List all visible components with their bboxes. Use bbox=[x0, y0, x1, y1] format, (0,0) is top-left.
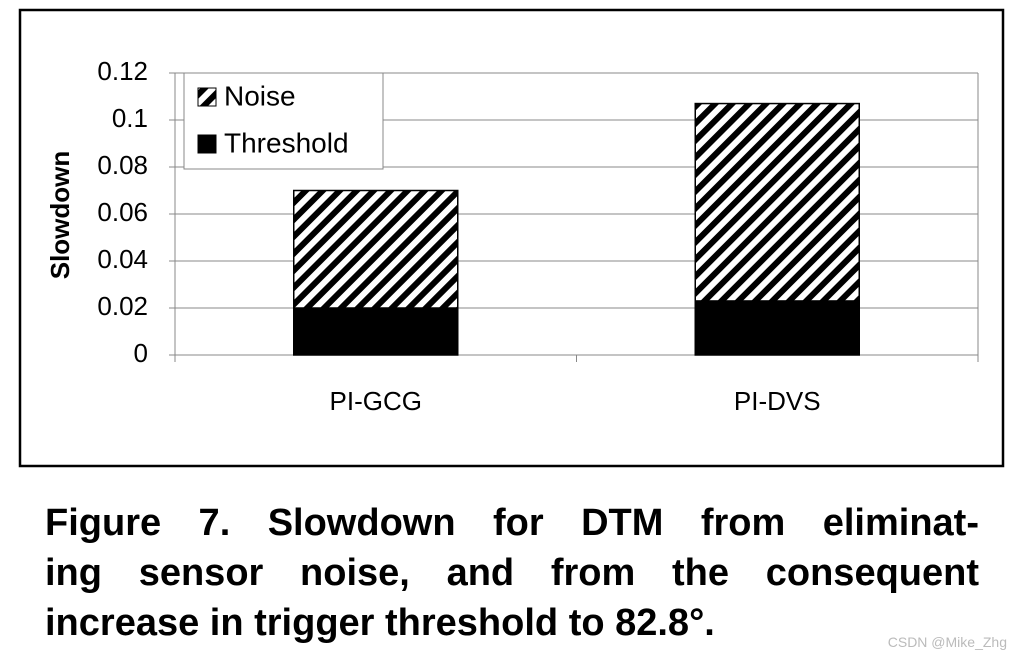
caption: Figure 7. Slowdown for DTM from eliminat… bbox=[45, 498, 979, 648]
legend-label: Threshold bbox=[224, 127, 349, 158]
legend-label: Noise bbox=[224, 80, 296, 111]
caption-line: ing sensor noise, and from the consequen… bbox=[45, 552, 979, 594]
y-axis-label: Slowdown bbox=[45, 151, 75, 280]
chart: Slowdown 0 0.02 0.04 0.06 0.08 0.1 0.12 PI-GCG P… bbox=[18, 8, 1005, 468]
bar-segment bbox=[293, 189, 459, 309]
legend-box bbox=[183, 72, 384, 170]
bar-segment bbox=[694, 300, 860, 356]
y-tick-label: 0.1 bbox=[112, 103, 148, 133]
chart-frame bbox=[18, 8, 1005, 468]
x-tick-label: PI-DVS bbox=[734, 386, 821, 416]
legend-swatch bbox=[197, 87, 217, 107]
legend-swatch bbox=[197, 134, 217, 154]
y-tick-label: 0.08 bbox=[97, 150, 148, 180]
y-tick-label: 0.06 bbox=[97, 197, 148, 227]
bar-segment bbox=[293, 307, 459, 356]
y-tick-label: 0.12 bbox=[97, 56, 148, 86]
x-tick-label: PI-GCG bbox=[330, 386, 422, 416]
y-tick-label: 0.04 bbox=[97, 244, 148, 274]
watermark: CSDN @Mike_Zhg bbox=[887, 634, 1007, 650]
caption-line: increase in trigger threshold to 82.8°. bbox=[45, 602, 715, 644]
bar-segment bbox=[694, 102, 860, 302]
y-tick-label: 0 bbox=[134, 338, 148, 368]
caption-line: Figure 7. Slowdown for DTM from eliminat… bbox=[45, 502, 979, 544]
y-tick-label: 0.02 bbox=[97, 291, 148, 321]
